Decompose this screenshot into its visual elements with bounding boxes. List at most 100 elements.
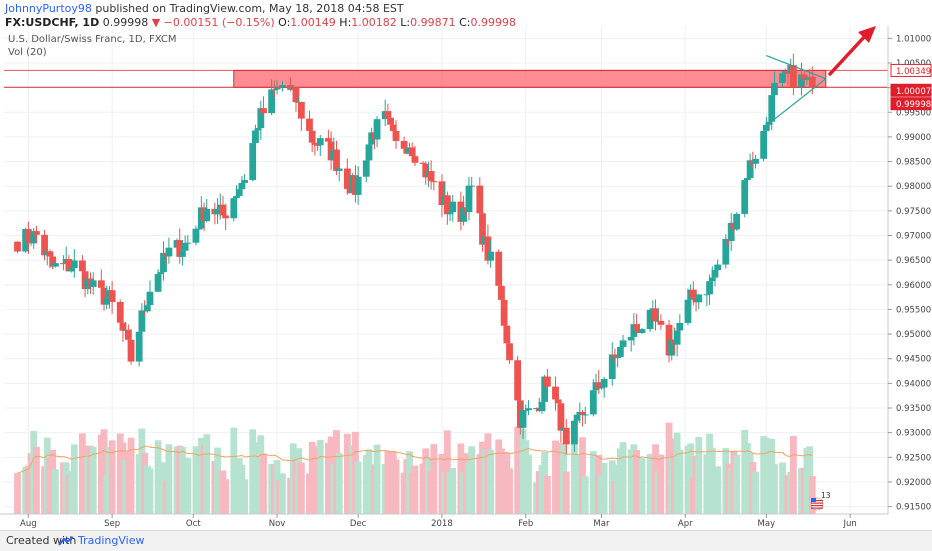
price-label-box — [890, 83, 932, 97]
candle-body — [798, 74, 805, 88]
volume-moving-average — [17, 445, 813, 474]
candle-body — [60, 263, 67, 265]
candle-body — [51, 263, 59, 267]
candle-body — [554, 399, 562, 404]
candles — [14, 53, 816, 455]
candle-body — [195, 228, 203, 230]
candle-body — [411, 156, 419, 163]
x-tick-label: Aug — [20, 519, 37, 529]
candle-body — [24, 228, 32, 243]
candle-body — [638, 329, 646, 334]
arrow-head — [858, 26, 876, 43]
volume-bar — [506, 468, 513, 514]
candle-body — [668, 339, 676, 356]
candle-body — [803, 78, 811, 80]
candle-body — [46, 251, 54, 257]
candle-body — [400, 140, 408, 149]
candle-body — [116, 301, 124, 323]
price-label-box — [890, 63, 932, 77]
resistance-zone — [4, 69, 888, 88]
volume-bar — [108, 440, 116, 514]
candle-body — [143, 305, 151, 312]
volume-bar — [89, 446, 97, 514]
open-value: 1.00149 — [290, 16, 336, 29]
candle-body — [308, 130, 316, 143]
candle-body — [714, 264, 722, 271]
candle-body — [498, 285, 505, 300]
candle-body — [733, 213, 741, 230]
volume-bars — [14, 422, 816, 514]
candle-body — [519, 410, 527, 428]
candle-body — [752, 158, 759, 164]
candle-body — [276, 87, 284, 89]
candle-body — [468, 185, 476, 187]
candle-body — [525, 408, 532, 411]
volume-bar — [600, 462, 608, 514]
y-tick-label: 0.98500 — [896, 158, 931, 168]
candle-body — [506, 343, 513, 361]
candle-body — [557, 403, 565, 431]
candle-body — [119, 322, 127, 331]
candle-body — [673, 330, 681, 345]
candle-body — [179, 250, 186, 257]
candle-body — [608, 354, 616, 380]
candle-body — [157, 272, 165, 275]
candle-body — [465, 185, 473, 213]
tradingview-logo-icon — [58, 536, 74, 546]
tradingview-link[interactable]: TradingView — [78, 534, 145, 547]
x-tick-label: 2018 — [431, 519, 453, 529]
candle-body — [33, 231, 40, 235]
us-flag-icon[interactable]: 13 — [810, 491, 831, 511]
candle-body — [181, 242, 189, 251]
candle-body — [365, 144, 373, 161]
flag-stripe — [811, 505, 823, 507]
candle-body — [495, 251, 503, 286]
candle-body — [135, 331, 143, 362]
candle-body — [600, 379, 608, 388]
candle-body — [689, 289, 697, 298]
price-chart[interactable]: 1.010001.005001.000000.995000.990000.985… — [0, 26, 932, 530]
candle-body — [146, 291, 154, 306]
candle-body — [808, 77, 816, 88]
x-tick-label: Jun — [843, 519, 857, 529]
candle-body — [443, 195, 451, 215]
candle-body — [233, 195, 240, 199]
candle-body — [633, 324, 640, 330]
volume-bar — [733, 454, 741, 514]
candle-body — [292, 87, 300, 103]
candle-body — [789, 65, 797, 88]
candle-body — [779, 73, 786, 83]
candle-body — [219, 204, 227, 216]
candle-body — [314, 144, 321, 146]
candle-body — [408, 147, 416, 157]
candle-body — [538, 401, 546, 411]
price-label-box — [890, 97, 932, 111]
candle-body — [684, 299, 692, 323]
volume-bar — [676, 449, 684, 514]
price-change: −0.00151 (−0.15%) — [163, 16, 275, 29]
volume-bar — [373, 444, 381, 514]
candle-body — [616, 346, 624, 358]
candle-body — [446, 212, 454, 215]
volume-bar — [579, 437, 586, 514]
candle-body — [646, 309, 654, 330]
volume-bar — [714, 466, 722, 514]
symbol-label: FX:USDCHF, 1D — [5, 16, 100, 29]
y-tick-label: 0.93500 — [896, 404, 931, 414]
candle-body — [138, 310, 146, 332]
x-tick-label: May — [758, 519, 776, 529]
candle-body — [41, 234, 48, 256]
candle-body — [562, 427, 570, 445]
volume-bar — [771, 464, 778, 514]
volume-bar — [279, 473, 286, 514]
candle-body — [362, 160, 370, 177]
y-tick-label: 0.92500 — [896, 453, 931, 463]
candle-body — [573, 414, 581, 421]
volume-bar — [33, 446, 40, 514]
volume-bar — [638, 458, 646, 514]
volume-bar — [449, 467, 457, 514]
candle-body — [676, 322, 684, 331]
candle-body — [579, 412, 586, 416]
author-link[interactable]: JohnnyPurtoy98 — [5, 2, 92, 15]
candle-body — [254, 128, 262, 131]
